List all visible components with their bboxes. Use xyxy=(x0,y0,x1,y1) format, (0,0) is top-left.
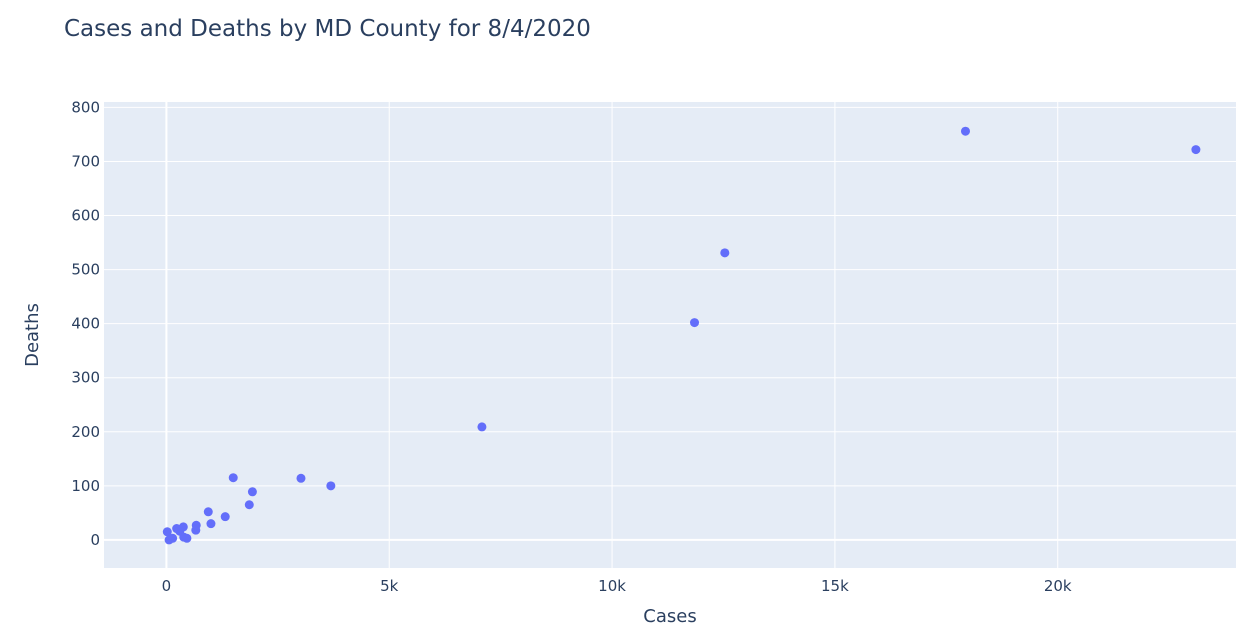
x-tick-label: 10k xyxy=(598,577,626,595)
y-tick-label: 100 xyxy=(71,477,100,495)
data-point xyxy=(178,522,188,532)
data-point xyxy=(244,500,254,510)
data-point xyxy=(220,512,230,522)
y-tick-label: 0 xyxy=(90,531,100,549)
data-point xyxy=(960,126,970,136)
x-axis-title: Cases xyxy=(643,606,696,627)
data-point xyxy=(690,318,700,328)
data-point xyxy=(247,487,257,497)
x-tick-label: 5k xyxy=(380,577,399,595)
y-tick-label: 700 xyxy=(71,152,100,170)
x-axis-ticks: 0 5k 10k 15k 20k xyxy=(162,577,1072,595)
y-tick-label: 500 xyxy=(71,261,100,279)
data-point xyxy=(191,520,201,530)
x-tick-label: 15k xyxy=(821,577,849,595)
y-axis-title: Deaths xyxy=(22,303,43,367)
data-point xyxy=(203,507,213,517)
gridlines xyxy=(104,102,1236,568)
data-point xyxy=(477,422,487,432)
data-point xyxy=(720,248,730,258)
y-tick-label: 300 xyxy=(71,369,100,387)
data-point xyxy=(162,527,172,537)
chart-title: Cases and Deaths by MD County for 8/4/20… xyxy=(64,16,591,42)
data-point xyxy=(182,533,192,543)
y-tick-label: 200 xyxy=(71,423,100,441)
y-tick-label: 600 xyxy=(71,207,100,225)
y-axis-ticks: 0 100 200 300 400 500 600 700 800 xyxy=(71,98,100,548)
data-points xyxy=(162,126,1201,545)
x-tick-label: 0 xyxy=(162,577,172,595)
data-point xyxy=(168,533,178,543)
data-point xyxy=(296,473,306,483)
data-point xyxy=(326,481,336,491)
data-point xyxy=(228,473,238,483)
x-tick-label: 20k xyxy=(1044,577,1072,595)
plot-area xyxy=(104,102,1236,568)
data-point xyxy=(1191,145,1201,155)
y-tick-label: 800 xyxy=(71,98,100,116)
data-point xyxy=(206,519,216,529)
y-tick-label: 400 xyxy=(71,315,100,333)
